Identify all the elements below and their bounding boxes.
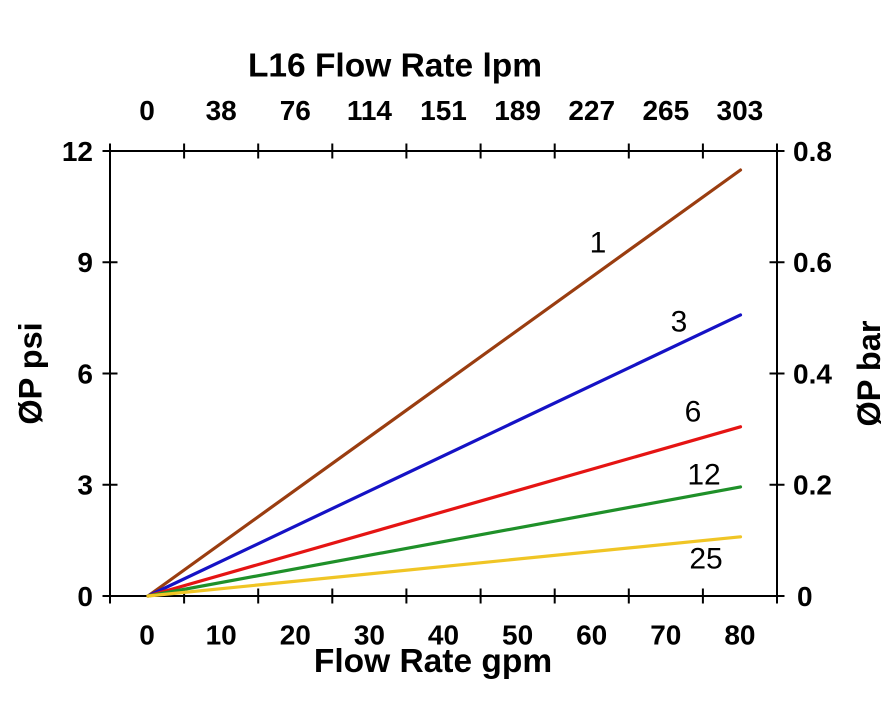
svg-text:Flow Rate gpm: Flow Rate gpm (314, 643, 552, 680)
svg-text:12: 12 (687, 459, 720, 492)
svg-text:80: 80 (724, 620, 755, 651)
svg-text:L16 Flow Rate lpm: L16 Flow Rate lpm (248, 48, 542, 85)
svg-text:0.4: 0.4 (793, 358, 832, 389)
svg-text:70: 70 (650, 620, 681, 651)
svg-text:227: 227 (568, 95, 615, 126)
svg-text:0.8: 0.8 (793, 136, 832, 167)
svg-text:3: 3 (77, 470, 93, 501)
svg-text:76: 76 (280, 95, 311, 126)
svg-text:0: 0 (139, 95, 155, 126)
svg-text:9: 9 (77, 247, 93, 278)
svg-text:303: 303 (717, 95, 764, 126)
svg-text:12: 12 (62, 136, 93, 167)
svg-text:0.6: 0.6 (793, 247, 832, 278)
svg-text:6: 6 (685, 396, 702, 429)
svg-text:0: 0 (139, 620, 155, 651)
svg-text:0.2: 0.2 (793, 470, 832, 501)
svg-text:151: 151 (420, 95, 467, 126)
svg-text:30: 30 (354, 620, 385, 651)
svg-text:114: 114 (347, 95, 393, 126)
svg-text:25: 25 (689, 543, 722, 576)
svg-text:3: 3 (671, 306, 688, 339)
svg-text:189: 189 (494, 95, 541, 126)
svg-text:6: 6 (77, 358, 93, 389)
svg-text:10: 10 (206, 620, 237, 651)
svg-text:50: 50 (502, 620, 533, 651)
svg-text:40: 40 (428, 620, 459, 651)
svg-text:1: 1 (590, 227, 607, 260)
svg-text:0: 0 (797, 581, 813, 612)
svg-text:ØP psi: ØP psi (13, 322, 49, 424)
svg-text:38: 38 (206, 95, 237, 126)
svg-text:265: 265 (642, 95, 689, 126)
svg-text:0: 0 (77, 581, 93, 612)
svg-text:60: 60 (576, 620, 607, 651)
svg-text:20: 20 (280, 620, 311, 651)
svg-text:ØP bar: ØP bar (851, 320, 887, 426)
